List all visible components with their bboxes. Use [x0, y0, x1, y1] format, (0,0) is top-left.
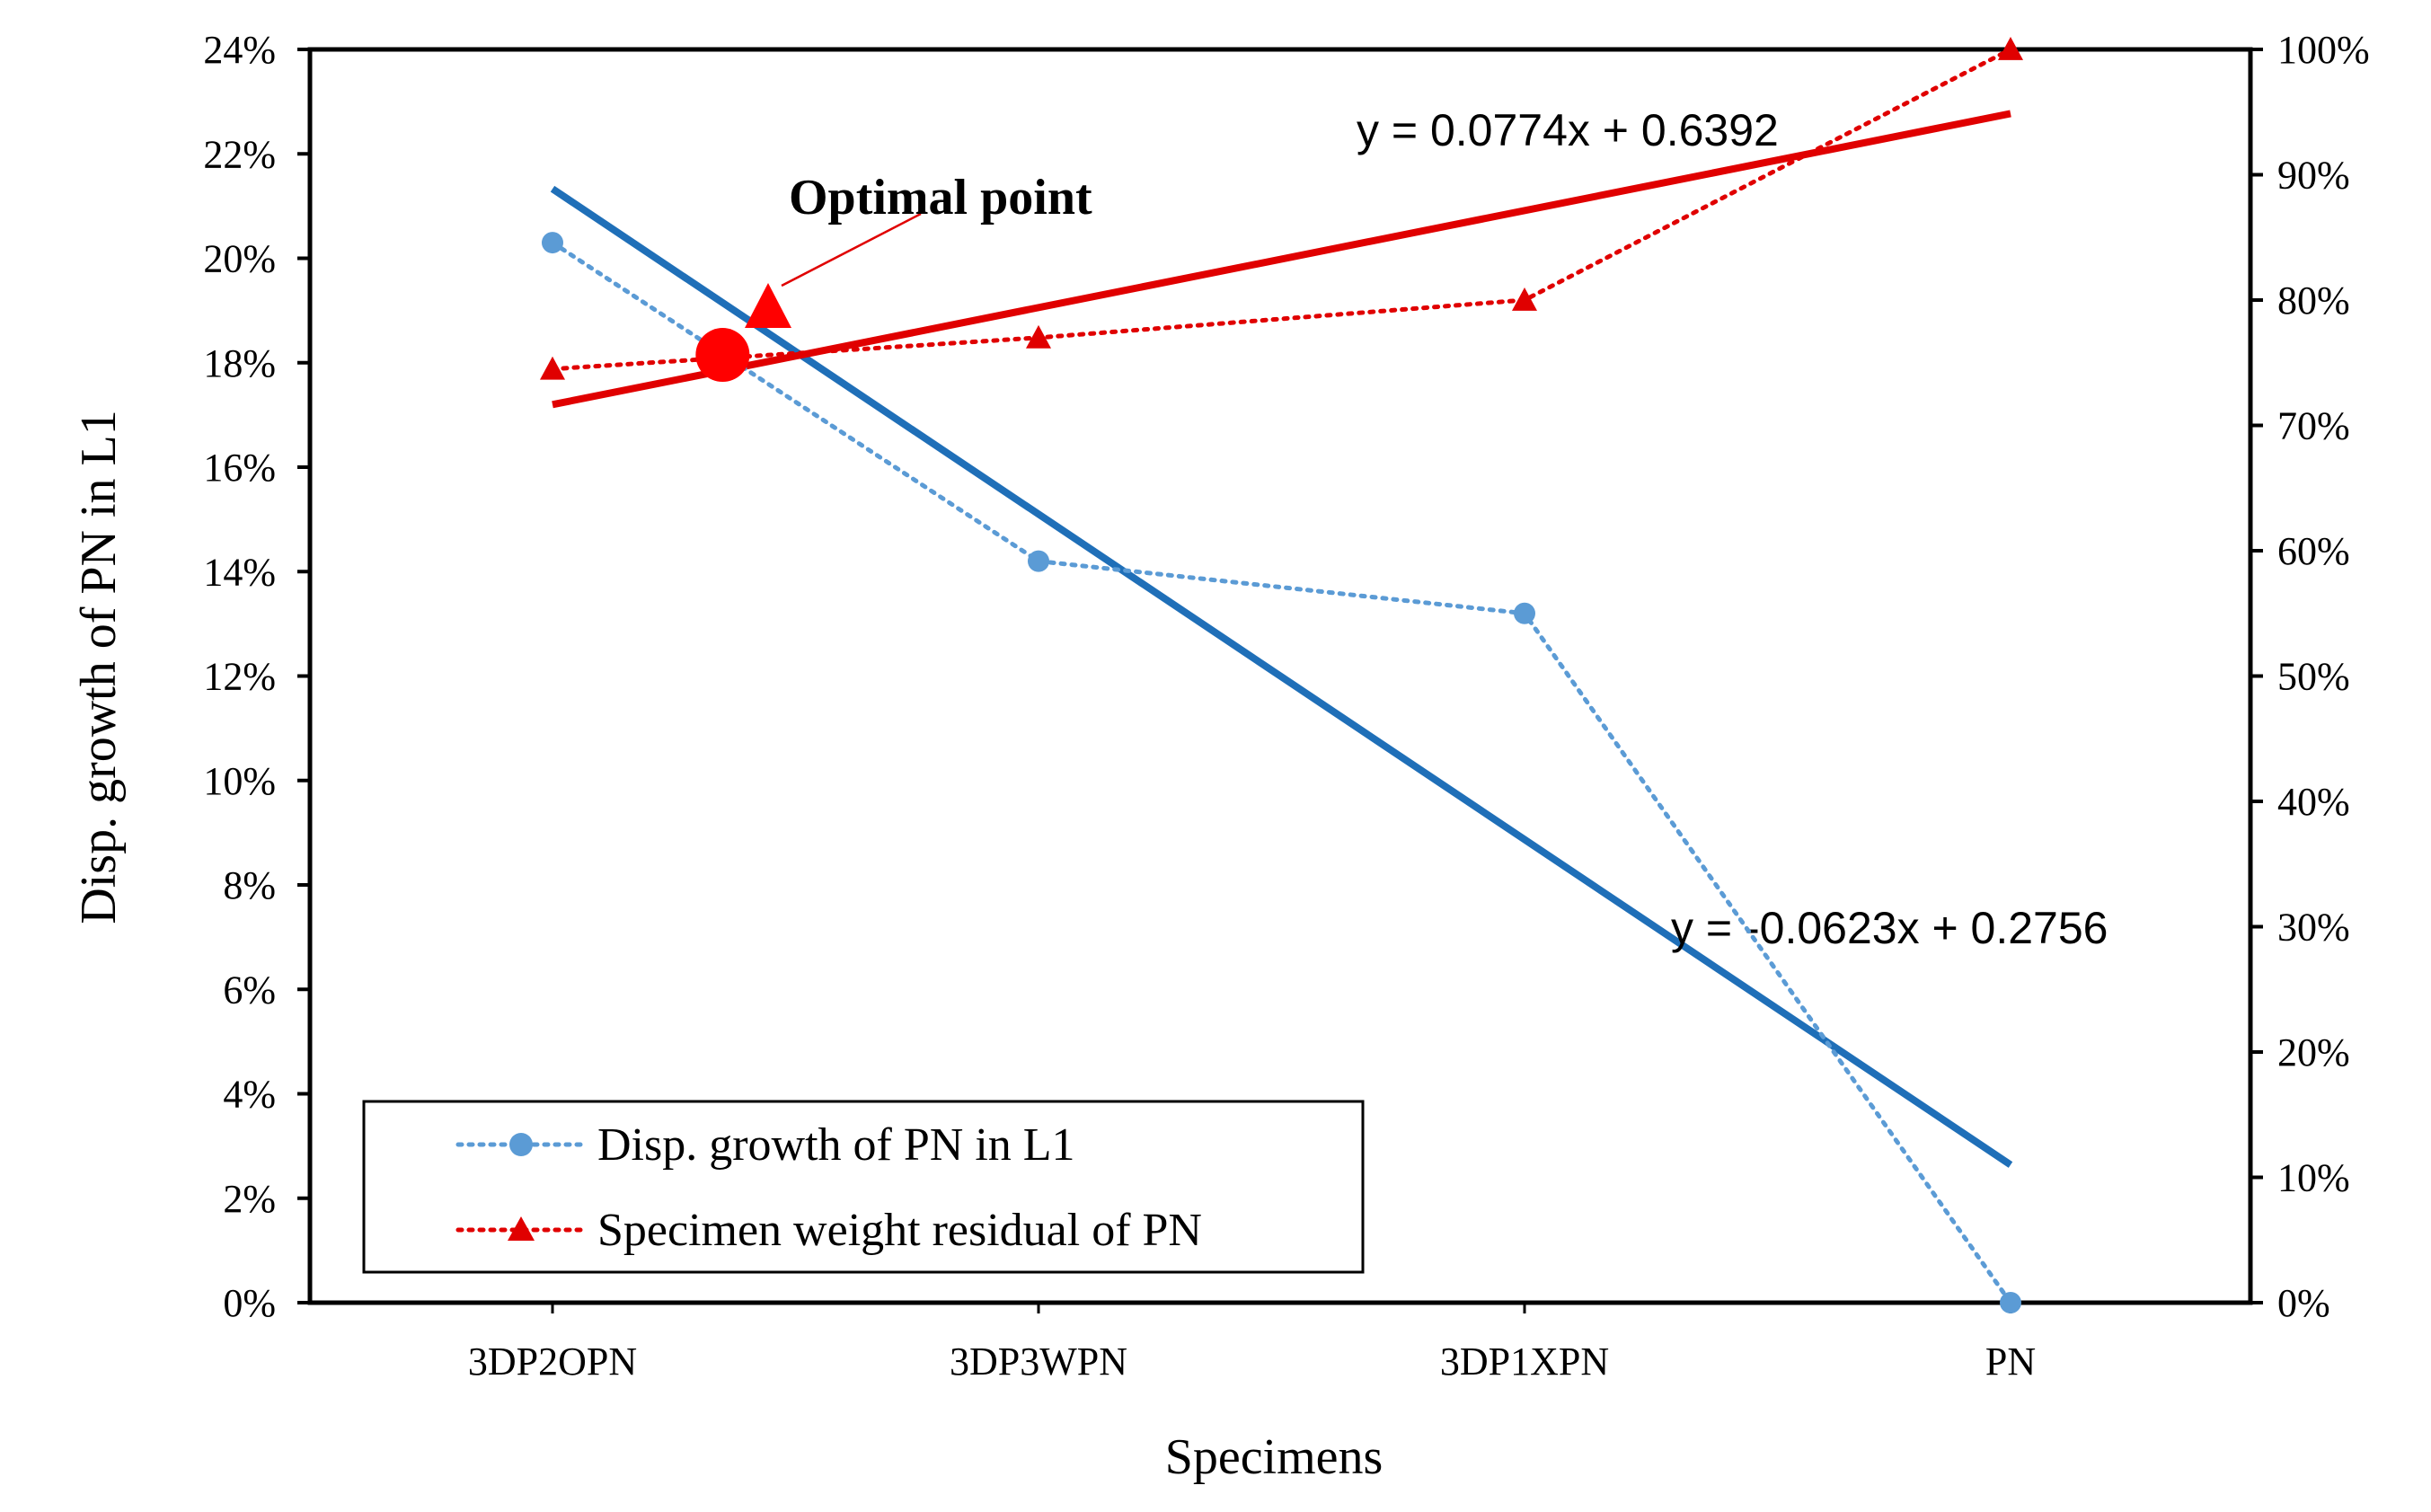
x-tick-label: 3DP2OPN — [468, 1340, 637, 1384]
y-axis-title: Disp. growth of PN in L1 — [71, 410, 127, 924]
left-tick-label: 12% — [203, 655, 276, 699]
data-point-disp-growth — [542, 232, 563, 254]
x-tick-label: 3DP1XPN — [1440, 1340, 1609, 1384]
trendline-disp-growth — [550, 185, 2013, 1168]
right-tick-label: 50% — [2277, 655, 2350, 699]
right-tick-label: 100% — [2277, 28, 2370, 72]
left-tick-label: 22% — [203, 132, 276, 176]
left-tick-label: 10% — [203, 759, 276, 803]
left-tick-label: 24% — [203, 28, 276, 72]
left-tick-label: 14% — [203, 550, 276, 594]
right-tick-label: 70% — [2277, 404, 2350, 448]
right-tick-label: 0% — [2277, 1281, 2330, 1325]
right-tick-label: 30% — [2277, 906, 2350, 950]
trendline-equation-disp: y = -0.0623x + 0.2756 — [1671, 903, 2108, 953]
left-tick-label: 2% — [223, 1177, 276, 1221]
axes: 0% 2% 4% 6% 8% 10% 12% 14% 16% 18% 20% 22% 24% 0% 10% 2… — [203, 28, 2369, 1384]
legend-label: Disp. growth of PN in L1 — [597, 1119, 1075, 1171]
data-point-weight-residual — [1512, 287, 1537, 311]
right-tick-label: 80% — [2277, 279, 2350, 323]
left-tick-label: 20% — [203, 237, 276, 281]
series-line-disp-growth — [550, 240, 2013, 1305]
left-tick-label: 6% — [223, 968, 276, 1012]
right-tick-label: 40% — [2277, 780, 2350, 824]
right-tick-label: 60% — [2277, 529, 2350, 573]
optimal-point-leader — [781, 212, 922, 287]
left-tick-label: 8% — [223, 863, 276, 907]
trendline-weight-residual — [552, 110, 2011, 409]
legend-box — [362, 1100, 1365, 1274]
legend-marker-triangle — [508, 1216, 535, 1241]
left-tick-label: 18% — [203, 341, 276, 385]
data-point-weight-residual — [1026, 324, 1051, 349]
axis-labels: Specimens Disp. growth of PN in L1 — [71, 410, 1383, 1485]
right-tick-label: 20% — [2277, 1030, 2350, 1074]
x-tick-label: 3DP3WPN — [950, 1340, 1127, 1384]
data-point-disp-growth — [1514, 602, 1535, 624]
data-point-disp-growth — [1028, 550, 1049, 572]
trendlines: y = 0.0774x + 0.6392 y = -0.0623x + 0.275… — [550, 105, 2108, 1168]
legend: Disp. growth of PN in L1 Specimen weight … — [362, 1100, 1365, 1274]
optimal-point-marker — [695, 328, 750, 383]
legend-marker-circle — [509, 1133, 533, 1156]
data-point-disp-growth — [2000, 1292, 2021, 1313]
trendline-equation-weight: y = 0.0774x + 0.6392 — [1357, 105, 1779, 155]
optimal-point-triangle — [745, 283, 791, 328]
optimal-point-label: Optimal point — [789, 170, 1092, 225]
right-tick-label: 90% — [2277, 154, 2350, 198]
right-tick-label: 10% — [2277, 1156, 2350, 1200]
x-tick-label: PN — [1985, 1340, 2036, 1384]
data-point-weight-residual — [540, 356, 565, 380]
data-point-weight-residual — [1998, 37, 2023, 60]
left-tick-label: 16% — [203, 446, 276, 490]
legend-label: Specimen weight residual of PN — [597, 1205, 1202, 1256]
left-tick-label: 0% — [223, 1281, 276, 1325]
annotations: Optimal point — [695, 170, 1092, 383]
x-axis-title: Specimens — [1165, 1429, 1383, 1485]
series — [540, 37, 2023, 1313]
left-tick-label: 4% — [223, 1073, 276, 1117]
